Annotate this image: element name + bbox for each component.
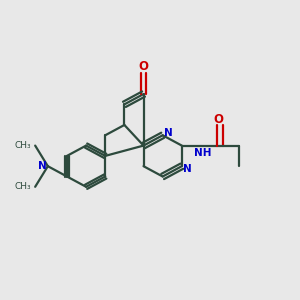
Text: CH₃: CH₃ (14, 141, 31, 150)
Text: NH: NH (194, 148, 211, 158)
Text: CH₃: CH₃ (14, 182, 31, 191)
Text: N: N (183, 164, 191, 173)
Text: N: N (164, 128, 172, 138)
Text: N: N (38, 161, 46, 171)
Text: O: O (214, 113, 224, 126)
Text: O: O (139, 61, 148, 74)
